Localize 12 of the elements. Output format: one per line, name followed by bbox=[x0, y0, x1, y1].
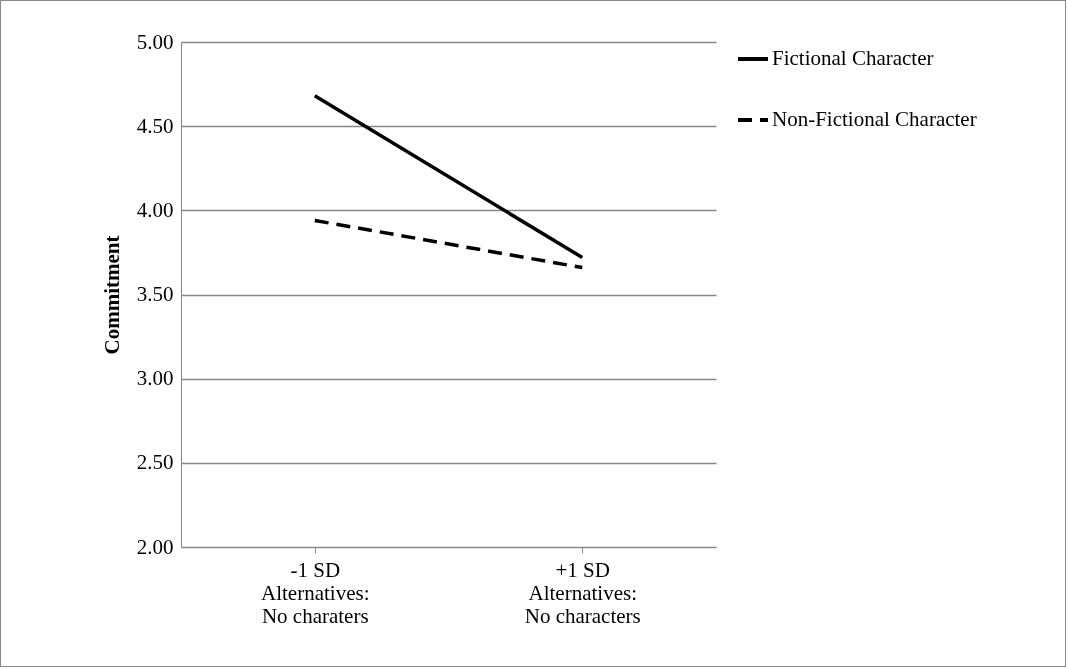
legend-label: Non-Fictional Character bbox=[772, 107, 977, 131]
y-tick-label: 3.50 bbox=[136, 282, 174, 306]
x-tick-label: +1 SD Alternatives: No characters bbox=[524, 557, 641, 628]
y-tick-label: 2.00 bbox=[136, 534, 174, 559]
y-tick-label: 5.00 bbox=[136, 29, 174, 54]
y-tick-label: 4.50 bbox=[136, 113, 174, 138]
y-axis-title: Commitment bbox=[99, 235, 124, 355]
y-tick-label: 4.00 bbox=[136, 197, 174, 222]
x-tick-label: -1 SD Alternatives: No charaters bbox=[261, 557, 370, 628]
y-tick-label: 3.00 bbox=[136, 366, 174, 391]
legend-label: Fictional Character bbox=[772, 46, 934, 70]
y-tick-label: 2.50 bbox=[136, 450, 174, 475]
